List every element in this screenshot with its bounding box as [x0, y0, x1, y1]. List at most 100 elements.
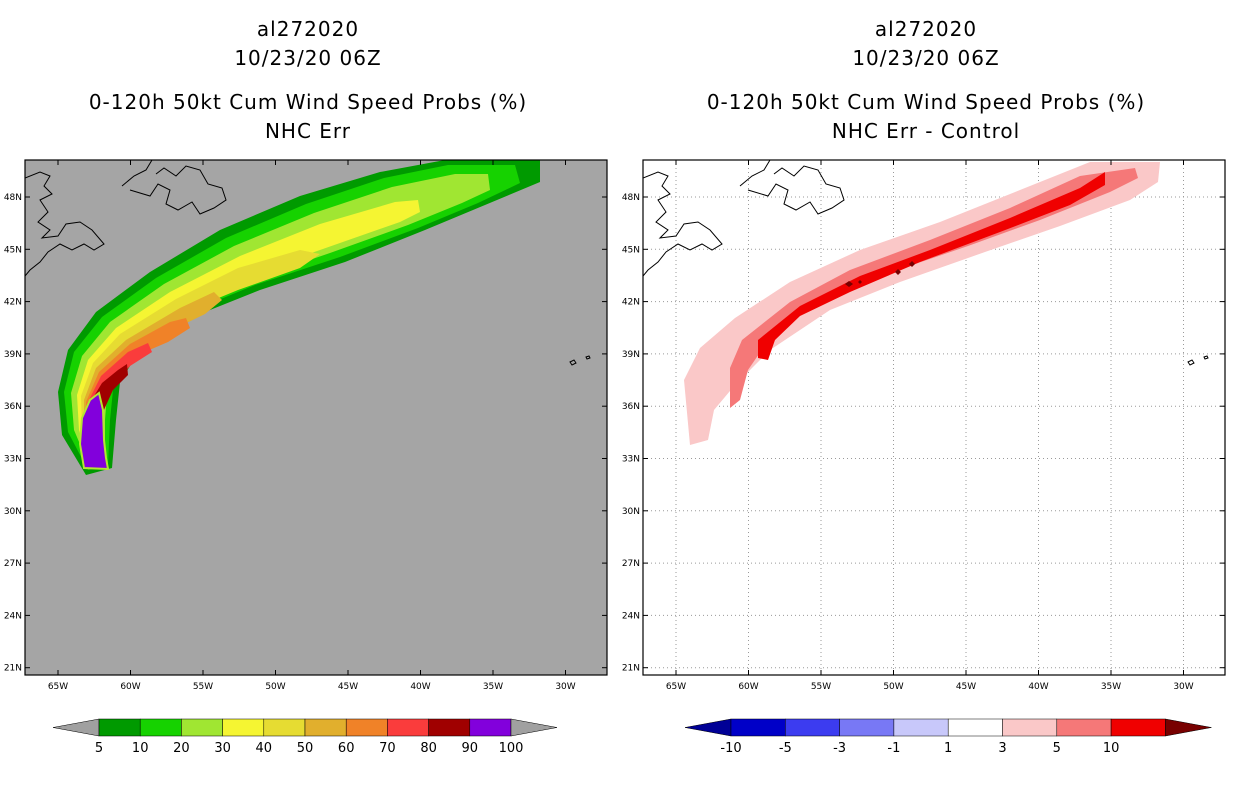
diff-band-3	[730, 168, 1138, 408]
lon-tick-label: 30W	[555, 682, 575, 692]
left-map-axes: 65W 60W 55W 50W 45W 40W 35W 30W 48N 45N 42N 39N 36N 3…	[4, 160, 607, 692]
left-map-panel: 65W 60W 55W 50W 45W 40W 35W 30W 48N 45N 42N 39N 36N 3…	[4, 159, 608, 692]
lat-tick-label: 48N	[622, 193, 640, 203]
diff-band-10-spots	[845, 261, 915, 287]
colorbar-cell	[1002, 718, 1058, 737]
colorbar-label: 50	[297, 741, 314, 756]
colorbar-cell	[98, 718, 141, 737]
right-chart-title: 0-120h 50kt Cum Wind Speed Probs (%)	[706, 90, 1146, 114]
lat-tick-label: 33N	[4, 455, 22, 465]
colorbar-label: 40	[256, 741, 273, 756]
lat-tick-label: 30N	[4, 507, 22, 517]
colorbar-label: -1	[887, 741, 900, 756]
right-storm-id: al272020	[874, 17, 978, 41]
colorbar-label: -5	[779, 741, 792, 756]
colorbar-cell	[730, 718, 786, 737]
lat-tick-label: 33N	[622, 455, 640, 465]
colorbar-cell	[387, 718, 429, 737]
lat-tick-label: 21N	[4, 664, 22, 674]
prob-band-50	[84, 292, 222, 466]
lon-tick-label: 35W	[1101, 682, 1121, 692]
colorbar-cell	[139, 718, 182, 737]
lat-tick-label: 24N	[622, 611, 640, 621]
colorbar-cell	[1110, 718, 1166, 737]
lon-tick-label: 55W	[193, 682, 213, 692]
lat-tick-label: 42N	[622, 298, 640, 308]
lon-tick-label: 45W	[338, 682, 358, 692]
right-map-gridlines	[643, 160, 1225, 675]
colorbar-under-arrow	[684, 718, 732, 737]
left-chart-title: 0-120h 50kt Cum Wind Speed Probs (%)	[88, 90, 528, 114]
lon-tick-label: 40W	[410, 682, 430, 692]
lat-tick-label: 45N	[4, 245, 22, 255]
colorbar-label: 10	[1103, 741, 1120, 756]
colorbar-label: 100	[499, 741, 524, 756]
lat-tick-label: 27N	[622, 559, 640, 569]
lon-tick-label: 40W	[1028, 682, 1048, 692]
colorbar-cell	[222, 718, 265, 737]
colorbar-label: 90	[462, 741, 479, 756]
right-difference-contours	[643, 160, 1209, 445]
colorbar-cell	[947, 718, 1003, 737]
lat-tick-label: 48N	[4, 193, 22, 203]
colorbar-cell	[1056, 718, 1112, 737]
colorbar-label: 1	[944, 741, 952, 756]
left-date: 10/23/20 06Z	[234, 46, 382, 70]
colorbar-over-arrow	[1165, 718, 1212, 737]
colorbar-cell	[785, 718, 840, 737]
right-date: 10/23/20 06Z	[852, 46, 1000, 70]
colorbar-cell	[345, 718, 388, 737]
left-panel-title-block: al272020 10/23/20 06Z 0-120h 50kt Cum Wi…	[8, 15, 608, 146]
colorbar-label: -3	[833, 741, 846, 756]
right-panel-title-block: al272020 10/23/20 06Z 0-120h 50kt Cum Wi…	[626, 15, 1226, 146]
right-map-panel: 65W 60W 55W 50W 45W 40W 35W 30W 48N 45N 42N 39N 36N 3…	[622, 159, 1226, 692]
lat-tick-label: 39N	[622, 350, 640, 360]
lon-tick-label: 55W	[811, 682, 831, 692]
colorbar-cell	[893, 718, 949, 737]
colorbar-cell	[428, 718, 471, 737]
colorbar-label: 5	[1053, 741, 1061, 756]
prob-band-90-100	[78, 391, 110, 471]
lon-tick-label: 45W	[956, 682, 976, 692]
prob-band-30	[77, 200, 420, 466]
lat-tick-label: 24N	[4, 611, 22, 621]
lat-tick-label: 39N	[4, 350, 22, 360]
lon-tick-label: 35W	[483, 682, 503, 692]
right-map-frame	[642, 159, 1226, 676]
colorbar-under-arrow	[52, 718, 100, 737]
left-chart-subtitle: NHC Err	[264, 119, 352, 143]
colorbar-label: 5	[95, 741, 103, 756]
lat-tick-label: 45N	[622, 245, 640, 255]
right-map-axes: 65W 60W 55W 50W 45W 40W 35W 30W 48N 45N 42N 39N 36N 3…	[622, 160, 1225, 692]
diff-band-5	[758, 172, 1105, 360]
lon-tick-label: 65W	[666, 682, 686, 692]
left-storm-id: al272020	[256, 17, 360, 41]
left-probability-contours	[25, 160, 591, 475]
colorbar-label: 70	[379, 741, 396, 756]
lon-tick-label: 60W	[120, 682, 140, 692]
colorbar-label: 20	[173, 741, 190, 756]
prob-band-40	[81, 250, 320, 466]
left-coastline	[25, 160, 591, 366]
lat-tick-label: 27N	[4, 559, 22, 569]
colorbar-label: 30	[214, 741, 231, 756]
colorbar-cell	[839, 718, 895, 737]
lat-tick-label: 21N	[622, 664, 640, 674]
lon-tick-label: 30W	[1173, 682, 1193, 692]
lat-tick-label: 36N	[622, 402, 640, 412]
colorbar-label: 3	[998, 741, 1006, 756]
colorbar-over-arrow	[510, 718, 558, 737]
colorbar-label: -10	[720, 741, 741, 756]
lon-tick-label: 50W	[883, 682, 903, 692]
colorbar-label: 60	[338, 741, 355, 756]
lon-tick-label: 65W	[48, 682, 68, 692]
left-map-frame	[24, 159, 608, 676]
lon-tick-label: 50W	[265, 682, 285, 692]
colorbar-cell	[304, 718, 347, 737]
lat-tick-label: 30N	[622, 507, 640, 517]
right-colorbar: -10 -5 -3 -1 1 3 5 10	[684, 718, 1212, 756]
colorbar-cell	[263, 718, 306, 737]
lat-tick-label: 36N	[4, 402, 22, 412]
left-colorbar: 5 10 20 30 40 50 60 70 80 90 100	[52, 718, 558, 756]
